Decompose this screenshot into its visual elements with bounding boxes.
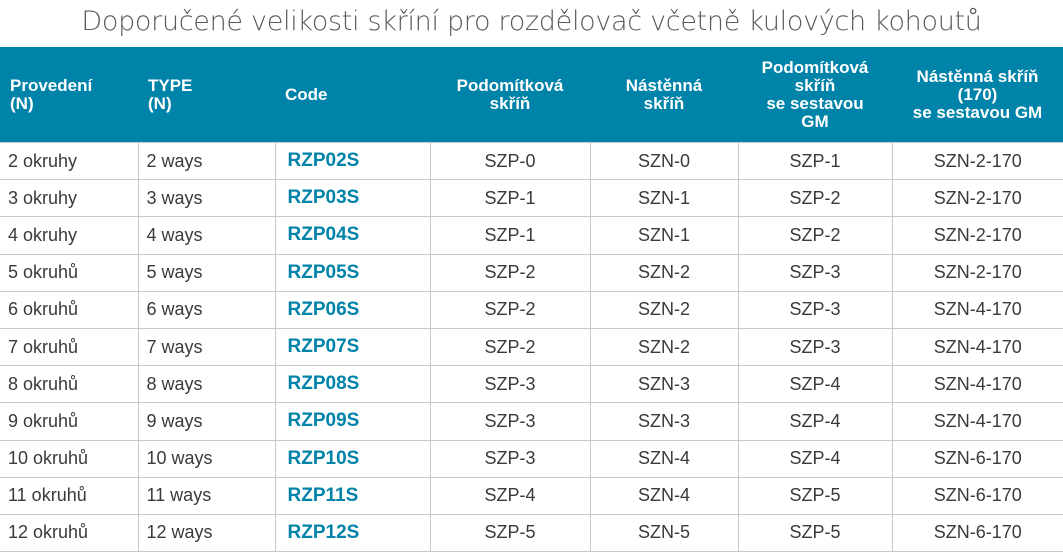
cell-code: RZP12S: [274, 513, 431, 552]
cell-nastenna: SZN-1: [589, 179, 739, 218]
cell-provedeni: 8 okruhů: [0, 365, 139, 404]
cell-podomitkova: SZP-2: [429, 253, 591, 292]
cell-nastenna: SZN-3: [589, 365, 739, 404]
cell-podomitkova-gm: SZP-4: [737, 439, 893, 478]
cell-nastenna: SZN-2: [589, 290, 739, 329]
table-row: 8 okruhů 8 ways RZP08S SZP-3 SZN-3 SZP-4 SZN-4…: [0, 365, 1063, 404]
cell-provedeni: 3 okruhy: [0, 179, 139, 218]
header-nastenna-skrin: Nástěnná skříň: [590, 47, 738, 143]
cell-code: RZP09S: [274, 402, 431, 441]
table-row: 6 okruhů 6 ways RZP06S SZP-2 SZN-2 SZP-3 SZN-4…: [0, 290, 1063, 329]
cell-nastenna: SZN-3: [589, 402, 739, 441]
cell-podomitkova: SZP-2: [429, 290, 591, 329]
cell-podomitkova: SZP-3: [429, 365, 591, 404]
cell-nastenna-gm: SZN-6-170: [891, 513, 1063, 552]
table-row: 10 okruhů 10 ways RZP10S SZP-3 SZN-4 SZP-4 SZN…: [0, 439, 1063, 478]
cell-code: RZP11S: [274, 476, 431, 515]
cell-podomitkova-gm: SZP-3: [737, 253, 893, 292]
cell-nastenna: SZN-4: [589, 439, 739, 478]
header-type: TYPE (N): [138, 47, 275, 143]
table-row: 11 okruhů 11 ways RZP11S SZP-4 SZN-4 SZP-5 SZN…: [0, 476, 1063, 515]
table-row: 2 okruhy 2 ways RZP02S SZP-0 SZN-0 SZP-1 SZN-2…: [0, 141, 1063, 181]
cell-nastenna: SZN-2: [589, 327, 739, 367]
cell-type: 9 ways: [137, 402, 276, 441]
table-row: 3 okruhy 3 ways RZP03S SZP-1 SZN-1 SZP-2 SZN-2…: [0, 179, 1063, 218]
cell-podomitkova: SZP-0: [429, 141, 591, 181]
cell-nastenna-gm: SZN-2-170: [891, 216, 1063, 255]
cell-type: 10 ways: [137, 439, 276, 478]
cell-code: RZP10S: [274, 439, 431, 478]
cell-nastenna-gm: SZN-2-170: [891, 253, 1063, 292]
cell-podomitkova-gm: SZP-5: [737, 476, 893, 515]
cell-provedeni: 11 okruhů: [0, 476, 139, 515]
table-row: 9 okruhů 9 ways RZP09S SZP-3 SZN-3 SZP-4 SZN-4…: [0, 402, 1063, 441]
table-row: 5 okruhů 5 ways RZP05S SZP-2 SZN-2 SZP-3 SZN-2…: [0, 253, 1063, 292]
cell-provedeni: 10 okruhů: [0, 439, 139, 478]
cell-nastenna-gm: SZN-2-170: [891, 179, 1063, 218]
cell-nastenna-gm: SZN-4-170: [891, 365, 1063, 404]
cell-nastenna: SZN-1: [589, 216, 739, 255]
cell-podomitkova-gm: SZP-4: [737, 365, 893, 404]
cell-code: RZP07S: [274, 327, 431, 367]
cell-nastenna-gm: SZN-4-170: [891, 290, 1063, 329]
table-row: 7 okruhů 7 ways RZP07S SZP-2 SZN-2 SZP-3 SZN-4…: [0, 327, 1063, 367]
cell-nastenna-gm: SZN-6-170: [891, 439, 1063, 478]
cell-code: RZP04S: [274, 216, 431, 255]
cell-podomitkova-gm: SZP-1: [737, 141, 893, 181]
header-row: Provedení (N) TYPE (N) Code Podomítková skř…: [0, 47, 1063, 143]
cell-nastenna: SZN-5: [589, 513, 739, 552]
cell-type: 7 ways: [137, 327, 276, 367]
header-code: Code: [275, 47, 430, 143]
cell-code: RZP06S: [274, 290, 431, 329]
cell-nastenna-gm: SZN-2-170: [891, 141, 1063, 181]
cell-nastenna: SZN-4: [589, 476, 739, 515]
cell-provedeni: 6 okruhů: [0, 290, 139, 329]
cell-type: 3 ways: [137, 179, 276, 218]
header-provedeni: Provedení (N): [0, 47, 138, 143]
cell-podomitkova-gm: SZP-3: [737, 290, 893, 329]
cell-podomitkova: SZP-3: [429, 402, 591, 441]
cell-podomitkova: SZP-2: [429, 327, 591, 367]
cell-nastenna: SZN-2: [589, 253, 739, 292]
cell-podomitkova-gm: SZP-4: [737, 402, 893, 441]
cell-provedeni: 5 okruhů: [0, 253, 139, 292]
cell-type: 8 ways: [137, 365, 276, 404]
cell-code: RZP02S: [274, 141, 431, 181]
cell-type: 4 ways: [137, 216, 276, 255]
page-title: Doporučené velikosti skříní pro rozdělov…: [81, 6, 982, 37]
cell-provedeni: 7 okruhů: [0, 327, 139, 367]
table-row: 4 okruhy 4 ways RZP04S SZP-1 SZN-1 SZP-2 SZN-2…: [0, 216, 1063, 255]
cell-podomitkova-gm: SZP-3: [737, 327, 893, 367]
cell-code: RZP03S: [274, 179, 431, 218]
table-row: 12 okruhů 12 ways RZP12S SZP-5 SZN-5 SZP-5 SZN…: [0, 513, 1063, 552]
cell-podomitkova-gm: SZP-2: [737, 179, 893, 218]
cell-podomitkova: SZP-3: [429, 439, 591, 478]
header-podomitkova-gm: Podomítková skříň se sestavou GM: [738, 47, 892, 143]
header-nastenna-170-gm: Nástěnná skříň (170) se sestavou GM: [892, 47, 1063, 143]
cell-podomitkova-gm: SZP-2: [737, 216, 893, 255]
cell-provedeni: 12 okruhů: [0, 513, 139, 552]
cell-podomitkova: SZP-1: [429, 216, 591, 255]
cell-nastenna-gm: SZN-6-170: [891, 476, 1063, 515]
cell-nastenna-gm: SZN-4-170: [891, 402, 1063, 441]
cell-provedeni: 2 okruhy: [0, 141, 139, 181]
cell-nastenna: SZN-0: [589, 141, 739, 181]
cell-podomitkova: SZP-4: [429, 476, 591, 515]
cell-podomitkova: SZP-1: [429, 179, 591, 218]
cell-type: 6 ways: [137, 290, 276, 329]
cell-provedeni: 4 okruhy: [0, 216, 139, 255]
header-podomitkova-skrin: Podomítková skříň: [430, 47, 590, 143]
cell-type: 2 ways: [137, 141, 276, 181]
cell-provedeni: 9 okruhů: [0, 402, 139, 441]
cell-podomitkova-gm: SZP-5: [737, 513, 893, 552]
cell-type: 5 ways: [137, 253, 276, 292]
cell-code: RZP05S: [274, 253, 431, 292]
cell-type: 12 ways: [137, 513, 276, 552]
cell-nastenna-gm: SZN-4-170: [891, 327, 1063, 367]
cell-type: 11 ways: [137, 476, 276, 515]
cell-podomitkova: SZP-5: [429, 513, 591, 552]
cell-code: RZP08S: [274, 365, 431, 404]
cabinet-size-table: Provedení (N) TYPE (N) Code Podomítková skř…: [0, 47, 1063, 552]
